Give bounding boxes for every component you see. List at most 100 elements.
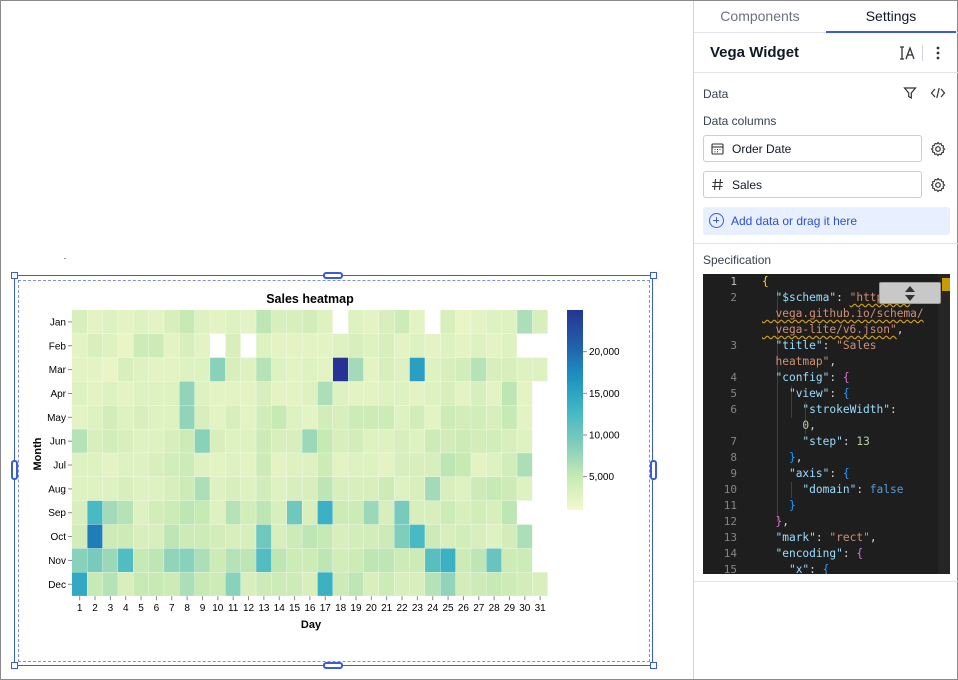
heatmap-cell (148, 310, 164, 334)
heatmap-cell (286, 405, 302, 429)
y-tick-label: Oct (50, 532, 66, 543)
heatmap-cell (87, 310, 103, 334)
panel-tabs: Components Settings (694, 1, 958, 33)
add-data-button[interactable]: Add data or drag it here (703, 207, 950, 235)
tab-settings[interactable]: Settings (826, 1, 956, 33)
heatmap-cell (164, 357, 180, 382)
heatmap-cell (225, 572, 241, 596)
heatmap-cell (148, 548, 164, 573)
heatmap-cell (271, 381, 287, 406)
heatmap-cell (501, 357, 517, 382)
heatmap-cell (225, 333, 241, 358)
heatmap-cell (455, 429, 471, 453)
heatmap-cell (194, 381, 210, 406)
more-options-icon[interactable] (927, 42, 949, 64)
heatmap-cell (332, 500, 348, 525)
heatmap-cell (179, 548, 195, 573)
data-column-order-date[interactable]: Order Date (703, 135, 922, 162)
heatmap-cell (256, 476, 272, 501)
heatmap-cell (471, 333, 487, 358)
heatmap-cell (440, 381, 456, 406)
resize-handle-bottom[interactable] (323, 662, 343, 669)
line-number: 3 (730, 339, 737, 352)
heatmap-cell (501, 476, 517, 501)
indent-guide (791, 386, 792, 418)
heatmap-cell (486, 476, 502, 501)
heatmap-cell (256, 333, 272, 358)
heatmap-cell (455, 572, 471, 596)
code-icon[interactable] (927, 82, 949, 104)
heatmap-cell (517, 524, 533, 549)
heatmap-cell (440, 548, 456, 573)
heatmap-cell (256, 548, 272, 573)
heatmap-cell (72, 381, 88, 406)
x-tick-label: 13 (258, 603, 270, 614)
heatmap-cell (379, 381, 395, 406)
indent-guide (805, 402, 806, 434)
x-tick-label: 21 (381, 603, 393, 614)
resize-handle-left[interactable] (11, 460, 18, 480)
heatmap-cell (118, 572, 134, 596)
heatmap-cell (210, 476, 226, 501)
gear-icon[interactable] (930, 141, 946, 157)
gear-icon[interactable] (930, 177, 946, 193)
heatmap-cell (256, 500, 272, 525)
heatmap-cell (179, 405, 195, 429)
x-tick-label: 24 (427, 603, 439, 614)
code-line: "title": "Sales (775, 339, 877, 352)
resize-handle-bottom-left[interactable] (11, 662, 18, 669)
heatmap-cell (194, 310, 210, 334)
y-tick-label: Apr (50, 389, 66, 400)
expand-editor-button[interactable] (879, 282, 941, 304)
resize-handle-top[interactable] (323, 272, 343, 279)
heatmap-cell (164, 310, 180, 334)
code-line: "mark": "rect", (775, 531, 877, 544)
heatmap-cell (302, 548, 318, 573)
resize-handle-right[interactable] (650, 460, 657, 480)
heatmap-cell (210, 429, 226, 453)
heatmap-cell (194, 453, 210, 477)
resize-handle-top-right[interactable] (650, 272, 657, 279)
add-data-label: Add data or drag it here (731, 214, 858, 228)
code-line: { (762, 275, 769, 288)
heatmap-cell (379, 548, 395, 573)
heatmap-cell (286, 548, 302, 573)
heatmap-cell (286, 381, 302, 406)
y-tick-label: Nov (48, 556, 66, 567)
filter-icon[interactable] (899, 82, 921, 104)
widget-title: Vega Widget (710, 44, 800, 61)
data-column-sales[interactable]: Sales (703, 171, 922, 198)
code-line: } (788, 499, 796, 512)
x-tick-label: 30 (519, 603, 531, 614)
x-tick-label: 31 (535, 603, 547, 614)
heatmap-cell (486, 524, 502, 549)
heatmap-cell (486, 548, 502, 573)
resize-handle-bottom-right[interactable] (650, 662, 657, 669)
tab-components[interactable]: Components (720, 8, 800, 24)
editor-scrollbar[interactable] (938, 274, 950, 574)
heatmap-cell (517, 381, 533, 406)
heatmap-cell (256, 357, 272, 382)
heatmap-cell (348, 310, 364, 334)
heatmap-cell (210, 500, 226, 525)
y-axis-title: Month (32, 437, 44, 470)
heatmap-cell (455, 453, 471, 477)
code-line: "view": { (788, 387, 850, 400)
x-tick-label: 22 (396, 603, 408, 614)
resize-handle-top-left[interactable] (11, 272, 18, 279)
heatmap-cell (332, 429, 348, 453)
heatmap-cell (225, 524, 241, 549)
heatmap-cell (517, 357, 533, 382)
heatmap-cell (501, 548, 517, 573)
heatmap-cell (486, 453, 502, 477)
heatmap-cell (517, 405, 533, 429)
heatmap-cell (486, 381, 502, 406)
heatmap-cell (394, 381, 410, 406)
heatmap-cell (194, 500, 210, 525)
y-tick-label: Mar (49, 365, 67, 376)
heatmap-cell (271, 333, 287, 358)
rename-text-icon[interactable] (896, 42, 918, 64)
heatmap-cell (72, 405, 88, 429)
heatmap-cell (394, 357, 410, 382)
